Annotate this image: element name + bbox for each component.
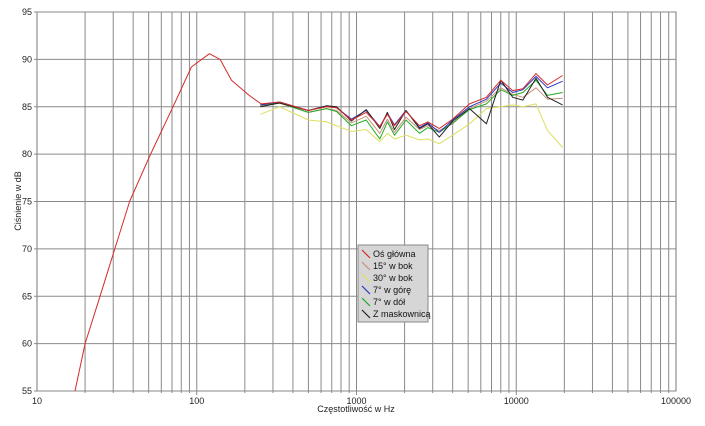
tick-labels: 10 100 1000 10000 100000 55 60 65 70 75 80 85 90 95 (22, 7, 691, 406)
y-tick-label: 80 (22, 149, 32, 159)
y-tick-label: 75 (22, 197, 32, 207)
legend-entry: 7° w górę (373, 285, 411, 295)
y-tick-label: 65 (22, 291, 32, 301)
x-tick-label: 1000 (346, 396, 366, 406)
legend-swatch (361, 285, 371, 295)
series-line-2 (260, 103, 563, 148)
legend-swatch (361, 261, 371, 271)
legend-entry: 30° w bok (373, 273, 413, 283)
legend-swatch (361, 273, 371, 283)
y-tick-label: 70 (22, 244, 32, 254)
legend: Oś główna 15° w bok 30° w bok 7° w górę 7° w… (357, 244, 431, 323)
x-tick-label: 100 (189, 396, 204, 406)
series-line-0 (74, 53, 563, 392)
x-tick-label: 10000 (504, 396, 529, 406)
legend-entry: 15° w bok (373, 261, 413, 271)
legend-entry: Z maskownicą (373, 309, 431, 319)
legend-entry: Oś główna (373, 249, 416, 259)
legend-entry: 7° w dół (373, 297, 405, 307)
x-tick-label: 100000 (661, 396, 691, 406)
y-tick-label: 90 (22, 54, 32, 64)
series-line-5 (260, 77, 563, 138)
y-tick-label: 95 (22, 7, 32, 17)
series-line-1 (260, 87, 563, 134)
y-tick-label: 85 (22, 102, 32, 112)
series-line-4 (260, 79, 563, 140)
y-tick-label: 55 (22, 386, 32, 396)
x-tick-label: 10 (32, 396, 42, 406)
y-tick-label: 60 (22, 339, 32, 349)
legend-swatch (361, 297, 371, 307)
y-axis-label: Ciśnienie w dB (13, 171, 23, 231)
legend-swatch (361, 309, 371, 319)
x-axis-label: Częstotliwość w Hz (317, 404, 395, 414)
series-lines (74, 53, 563, 392)
grid (34, 11, 677, 395)
legend-swatch (361, 249, 371, 259)
